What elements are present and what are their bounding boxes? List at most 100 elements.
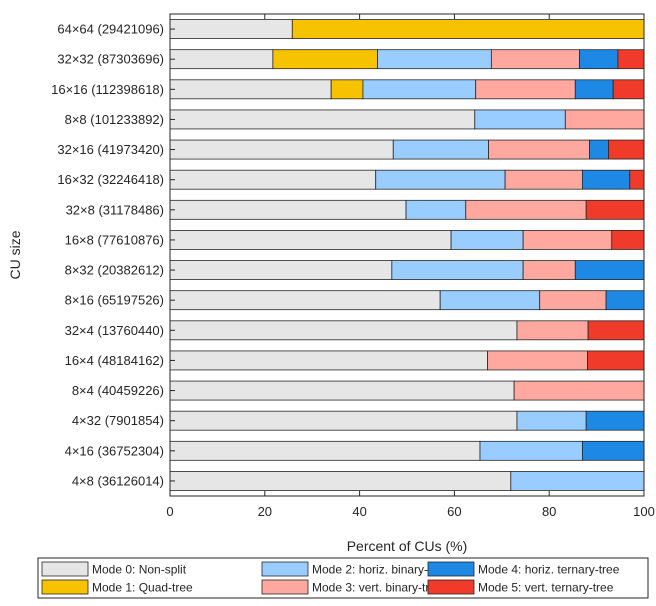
- bar-segment: [169, 410, 518, 431]
- bar-segment: [465, 199, 587, 220]
- legend-label: Mode 1: Quad-tree: [92, 581, 193, 595]
- x-tick-label: 40: [352, 504, 366, 519]
- bar-segment: [291, 19, 645, 39]
- bar-segment: [488, 139, 590, 160]
- y-tick-label: 32×8 (31178486): [66, 202, 164, 217]
- bar-segment: [589, 139, 609, 160]
- bar-segment: [169, 471, 512, 491]
- bar-segment: [605, 290, 645, 311]
- bar-segment: [564, 109, 645, 130]
- bar-segment: [574, 260, 645, 280]
- legend-label: Mode 0: Non-split: [92, 563, 187, 577]
- legend-label: Mode 4: horiz. ternary-tree: [478, 563, 620, 577]
- bar-segment: [539, 290, 607, 311]
- y-tick-label: 32×32 (87303696): [57, 52, 164, 67]
- y-tick-label: 16×8 (77610876): [65, 232, 164, 247]
- y-tick-label: 8×32 (20382612): [65, 263, 164, 278]
- bar-segment: [169, 109, 476, 130]
- ticks-layer: 64×64 (29421096) 32×32 (87303696) 16×16 (1…: [51, 14, 655, 519]
- bar-segment: [169, 440, 481, 461]
- bar-segment: [474, 109, 566, 130]
- bar-segment: [629, 169, 645, 190]
- legend-swatch: [41, 561, 89, 577]
- bar-segment: [487, 350, 588, 371]
- y-tick-label: 4×8 (36126014): [72, 473, 164, 488]
- bar-segment: [587, 350, 645, 371]
- legend-label: Mode 2: horiz. binary-tree: [312, 563, 449, 577]
- bar-segment: [439, 290, 541, 311]
- bar-segment: [330, 79, 364, 100]
- bar-segment: [169, 350, 488, 371]
- x-tick-label: 80: [542, 504, 556, 519]
- legend-swatch: [427, 561, 475, 577]
- bar-segment: [608, 139, 645, 160]
- bar-segment: [272, 49, 379, 70]
- y-tick-label: 16×4 (48184162): [65, 353, 164, 368]
- y-tick-label: 32×4 (13760440): [65, 323, 164, 338]
- bar-segment: [574, 79, 614, 100]
- bar-segment: [169, 199, 407, 220]
- legend-label: Mode 3: vert. binary-tree: [312, 581, 443, 595]
- bar-segment: [169, 19, 293, 39]
- bar-segment: [169, 139, 394, 160]
- y-tick-label: 8×4 (40459226): [72, 383, 164, 398]
- bar-segment: [169, 380, 515, 401]
- bar-segment: [581, 169, 631, 190]
- bar-segment: [169, 49, 274, 70]
- y-tick-label: 16×32 (32246418): [57, 172, 164, 187]
- bar-segment: [617, 49, 645, 70]
- x-tick-label: 100: [633, 504, 655, 519]
- bar-segment: [475, 79, 576, 100]
- legend-label: Mode 5: vert. ternary-tree: [478, 581, 614, 595]
- bar-segment: [585, 410, 645, 431]
- bar-segment: [522, 260, 576, 280]
- bar-segment: [377, 49, 492, 70]
- bars-layer: [169, 19, 645, 491]
- bar-segment: [516, 320, 589, 341]
- bar-segment: [510, 471, 645, 491]
- bar-segment: [391, 260, 524, 280]
- x-axis-label: Percent of CUs (%): [347, 538, 468, 554]
- legend: Mode 0: Non-split Mode 2: horiz. binary-t…: [37, 557, 649, 599]
- bar-segment: [504, 169, 583, 190]
- bar-segment: [611, 230, 645, 250]
- legend-box: [37, 557, 649, 599]
- y-tick-label: 8×16 (65197526): [65, 293, 164, 308]
- bar-segment: [513, 380, 645, 401]
- y-tick-label: 32×16 (41973420): [57, 142, 164, 157]
- bar-segment: [516, 410, 587, 431]
- bar-segment: [581, 440, 645, 461]
- y-tick-label: 16×16 (112398618): [51, 82, 164, 97]
- x-tick-label: 0: [166, 504, 173, 519]
- bar-segment: [362, 79, 477, 100]
- x-tick-label: 60: [447, 504, 461, 519]
- bar-segment: [392, 139, 489, 160]
- bar-segment: [169, 260, 393, 280]
- bar-segment: [479, 440, 583, 461]
- axes-box: [169, 13, 645, 497]
- bar-segment: [612, 79, 645, 100]
- bar-segment: [450, 230, 524, 250]
- bar-segment: [169, 169, 377, 190]
- y-tick-label: 4×16 (36752304): [65, 443, 164, 458]
- y-tick-label: 64×64 (29421096): [57, 22, 164, 37]
- bar-segment: [585, 199, 645, 220]
- bar-segment: [490, 49, 580, 70]
- bar-segment: [169, 79, 332, 100]
- legend-swatch: [261, 561, 309, 577]
- bar-segment: [579, 49, 619, 70]
- bar-segment: [169, 320, 518, 341]
- bar-segment: [587, 320, 645, 341]
- y-tick-label: 8×8 (101233892): [65, 112, 164, 127]
- legend-swatch: [261, 579, 309, 595]
- bar-segment: [169, 290, 441, 311]
- bar-segment: [169, 230, 452, 250]
- y-axis-label: CU size: [7, 230, 23, 279]
- x-tick-label: 20: [258, 504, 272, 519]
- bar-segment: [522, 230, 613, 250]
- bar-segment: [405, 199, 467, 220]
- legend-swatch: [41, 579, 89, 595]
- y-tick-label: 4×32 (7901854): [72, 413, 164, 428]
